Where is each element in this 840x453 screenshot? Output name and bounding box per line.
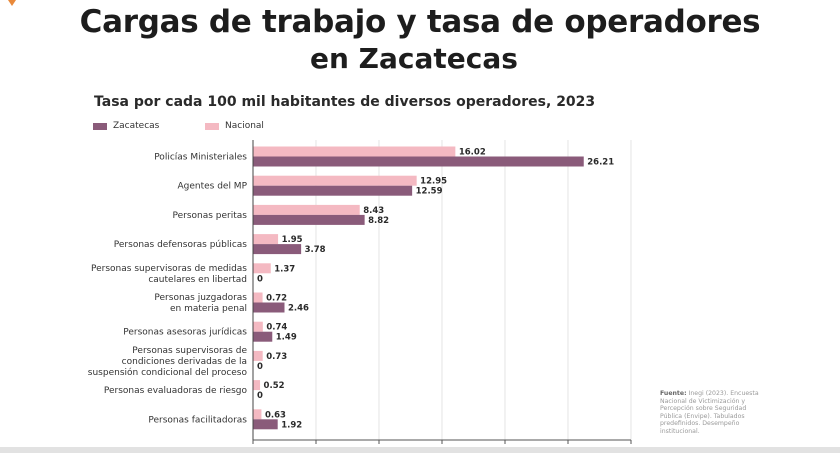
- data-label-nacional: 1.95: [282, 235, 303, 245]
- bar-nacional: [253, 234, 279, 245]
- chart-title: Tasa por cada 100 mil habitantes de dive…: [94, 94, 596, 110]
- legend-swatch-nacional: [205, 122, 219, 130]
- page-subtitle: en Zacatecas: [310, 42, 518, 75]
- bar-nacional: [253, 380, 261, 391]
- legend-swatch-zacatecas: [93, 122, 107, 130]
- category-label: Personas evaluadoras de riesgo: [104, 386, 248, 396]
- bar-nacional: [253, 175, 417, 186]
- legend-label-zacatecas: Zacatecas: [113, 121, 160, 131]
- data-label-zacatecas: 1.92: [281, 420, 302, 430]
- data-label-nacional: 0.73: [266, 352, 287, 362]
- bar-zacatecas: [253, 156, 584, 167]
- bottom-strip: [0, 447, 840, 453]
- data-label-nacional: 0.63: [265, 410, 286, 420]
- category-label: cautelares en libertad: [148, 275, 247, 285]
- data-label-zacatecas: 3.78: [305, 245, 326, 255]
- bar-zacatecas: [253, 244, 302, 255]
- data-label-nacional: 0.52: [264, 381, 285, 391]
- bar-nacional: [253, 263, 271, 274]
- bar-zacatecas: [253, 302, 285, 313]
- data-label-zacatecas: 2.46: [288, 304, 309, 314]
- legend-item-zacatecas: Zacatecas: [93, 121, 159, 131]
- bar-zacatecas: [253, 331, 273, 342]
- bar-zacatecas: [253, 419, 278, 430]
- category-label: Personas facilitadoras: [148, 415, 247, 425]
- category-label: en materia penal: [170, 304, 247, 314]
- bar-nacional: [253, 204, 360, 215]
- data-label-zacatecas: 12.59: [416, 187, 443, 197]
- data-label-zacatecas: 0: [257, 274, 263, 284]
- legend-item-nacional: Nacional: [205, 121, 264, 131]
- category-label: suspensión condicional del proceso: [88, 367, 248, 378]
- source-note: Fuente: Inegi (2023). Encuesta Nacional …: [660, 390, 768, 436]
- data-label-nacional: 16.02: [459, 148, 486, 158]
- bar-nacional: [253, 321, 263, 332]
- category-label: Policías Ministeriales: [154, 153, 247, 163]
- category-label: Personas defensoras públicas: [114, 240, 248, 250]
- category-label: Personas supervisoras de medidas: [91, 264, 247, 274]
- category-label: condiciones derivadas de la: [122, 357, 247, 367]
- category-label: Personas asesoras jurídicas: [123, 328, 247, 338]
- legend-label-nacional: Nacional: [225, 121, 264, 131]
- category-label: Agentes del MP: [177, 182, 247, 192]
- data-label-zacatecas: 26.21: [587, 158, 614, 168]
- data-label-nacional: 0.74: [266, 323, 287, 333]
- data-label-zacatecas: 8.82: [368, 216, 389, 226]
- category-label: Personas juzgadoras: [154, 293, 247, 303]
- bar-zacatecas: [253, 185, 413, 196]
- data-label-nacional: 12.95: [420, 177, 447, 187]
- category-label: Personas supervisoras de: [132, 346, 247, 356]
- data-label-nacional: 8.43: [363, 206, 384, 216]
- data-label-nacional: 1.37: [274, 264, 295, 274]
- bar-nacional: [253, 292, 263, 303]
- bar-nacional: [253, 350, 263, 361]
- source-label: Fuente:: [660, 390, 687, 397]
- corner-accent-mark: [8, 0, 16, 6]
- data-label-zacatecas: 1.49: [276, 333, 297, 343]
- category-label: Personas peritas: [173, 211, 248, 221]
- page-title: Cargas de trabajo y tasa de operadores: [79, 4, 761, 40]
- bar-zacatecas: [253, 214, 365, 225]
- data-label-zacatecas: 0: [257, 391, 263, 401]
- data-label-zacatecas: 0: [257, 362, 263, 372]
- source-text: Inegi (2023). Encuesta Nacional de Victi…: [660, 390, 759, 435]
- bar-nacional: [253, 146, 456, 157]
- bar-nacional: [253, 409, 262, 420]
- data-label-nacional: 0.72: [266, 294, 287, 304]
